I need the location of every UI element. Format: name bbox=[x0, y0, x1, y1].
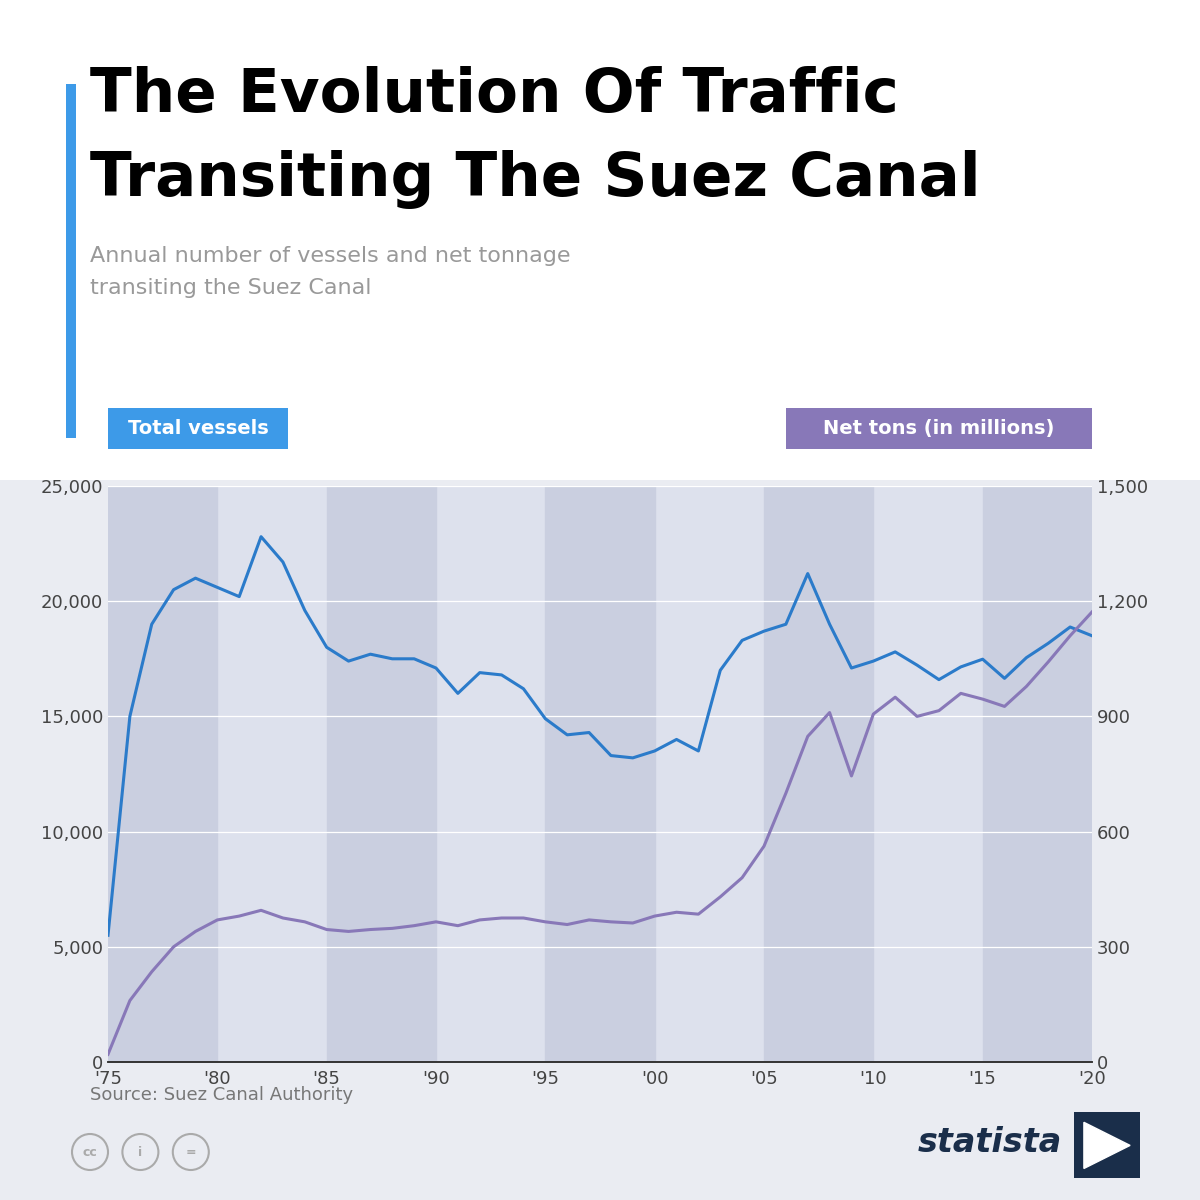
Text: i: i bbox=[138, 1146, 143, 1158]
Bar bbox=[108, 486, 217, 1062]
Text: The Evolution Of Traffic: The Evolution Of Traffic bbox=[90, 66, 899, 125]
Bar bbox=[545, 486, 655, 1062]
Bar bbox=[764, 486, 874, 1062]
Polygon shape bbox=[1084, 1122, 1130, 1169]
Text: Source: Suez Canal Authority: Source: Suez Canal Authority bbox=[90, 1086, 353, 1104]
Text: cc: cc bbox=[83, 1146, 97, 1158]
Text: statista: statista bbox=[918, 1126, 1062, 1159]
Text: Net tons (in millions): Net tons (in millions) bbox=[823, 419, 1055, 438]
Bar bbox=[983, 486, 1092, 1062]
Bar bbox=[326, 486, 436, 1062]
Text: Transiting The Suez Canal: Transiting The Suez Canal bbox=[90, 150, 980, 209]
Text: Total vessels: Total vessels bbox=[127, 419, 269, 438]
Text: transiting the Suez Canal: transiting the Suez Canal bbox=[90, 278, 372, 299]
Text: Annual number of vessels and net tonnage: Annual number of vessels and net tonnage bbox=[90, 246, 570, 266]
Text: =: = bbox=[186, 1146, 196, 1158]
